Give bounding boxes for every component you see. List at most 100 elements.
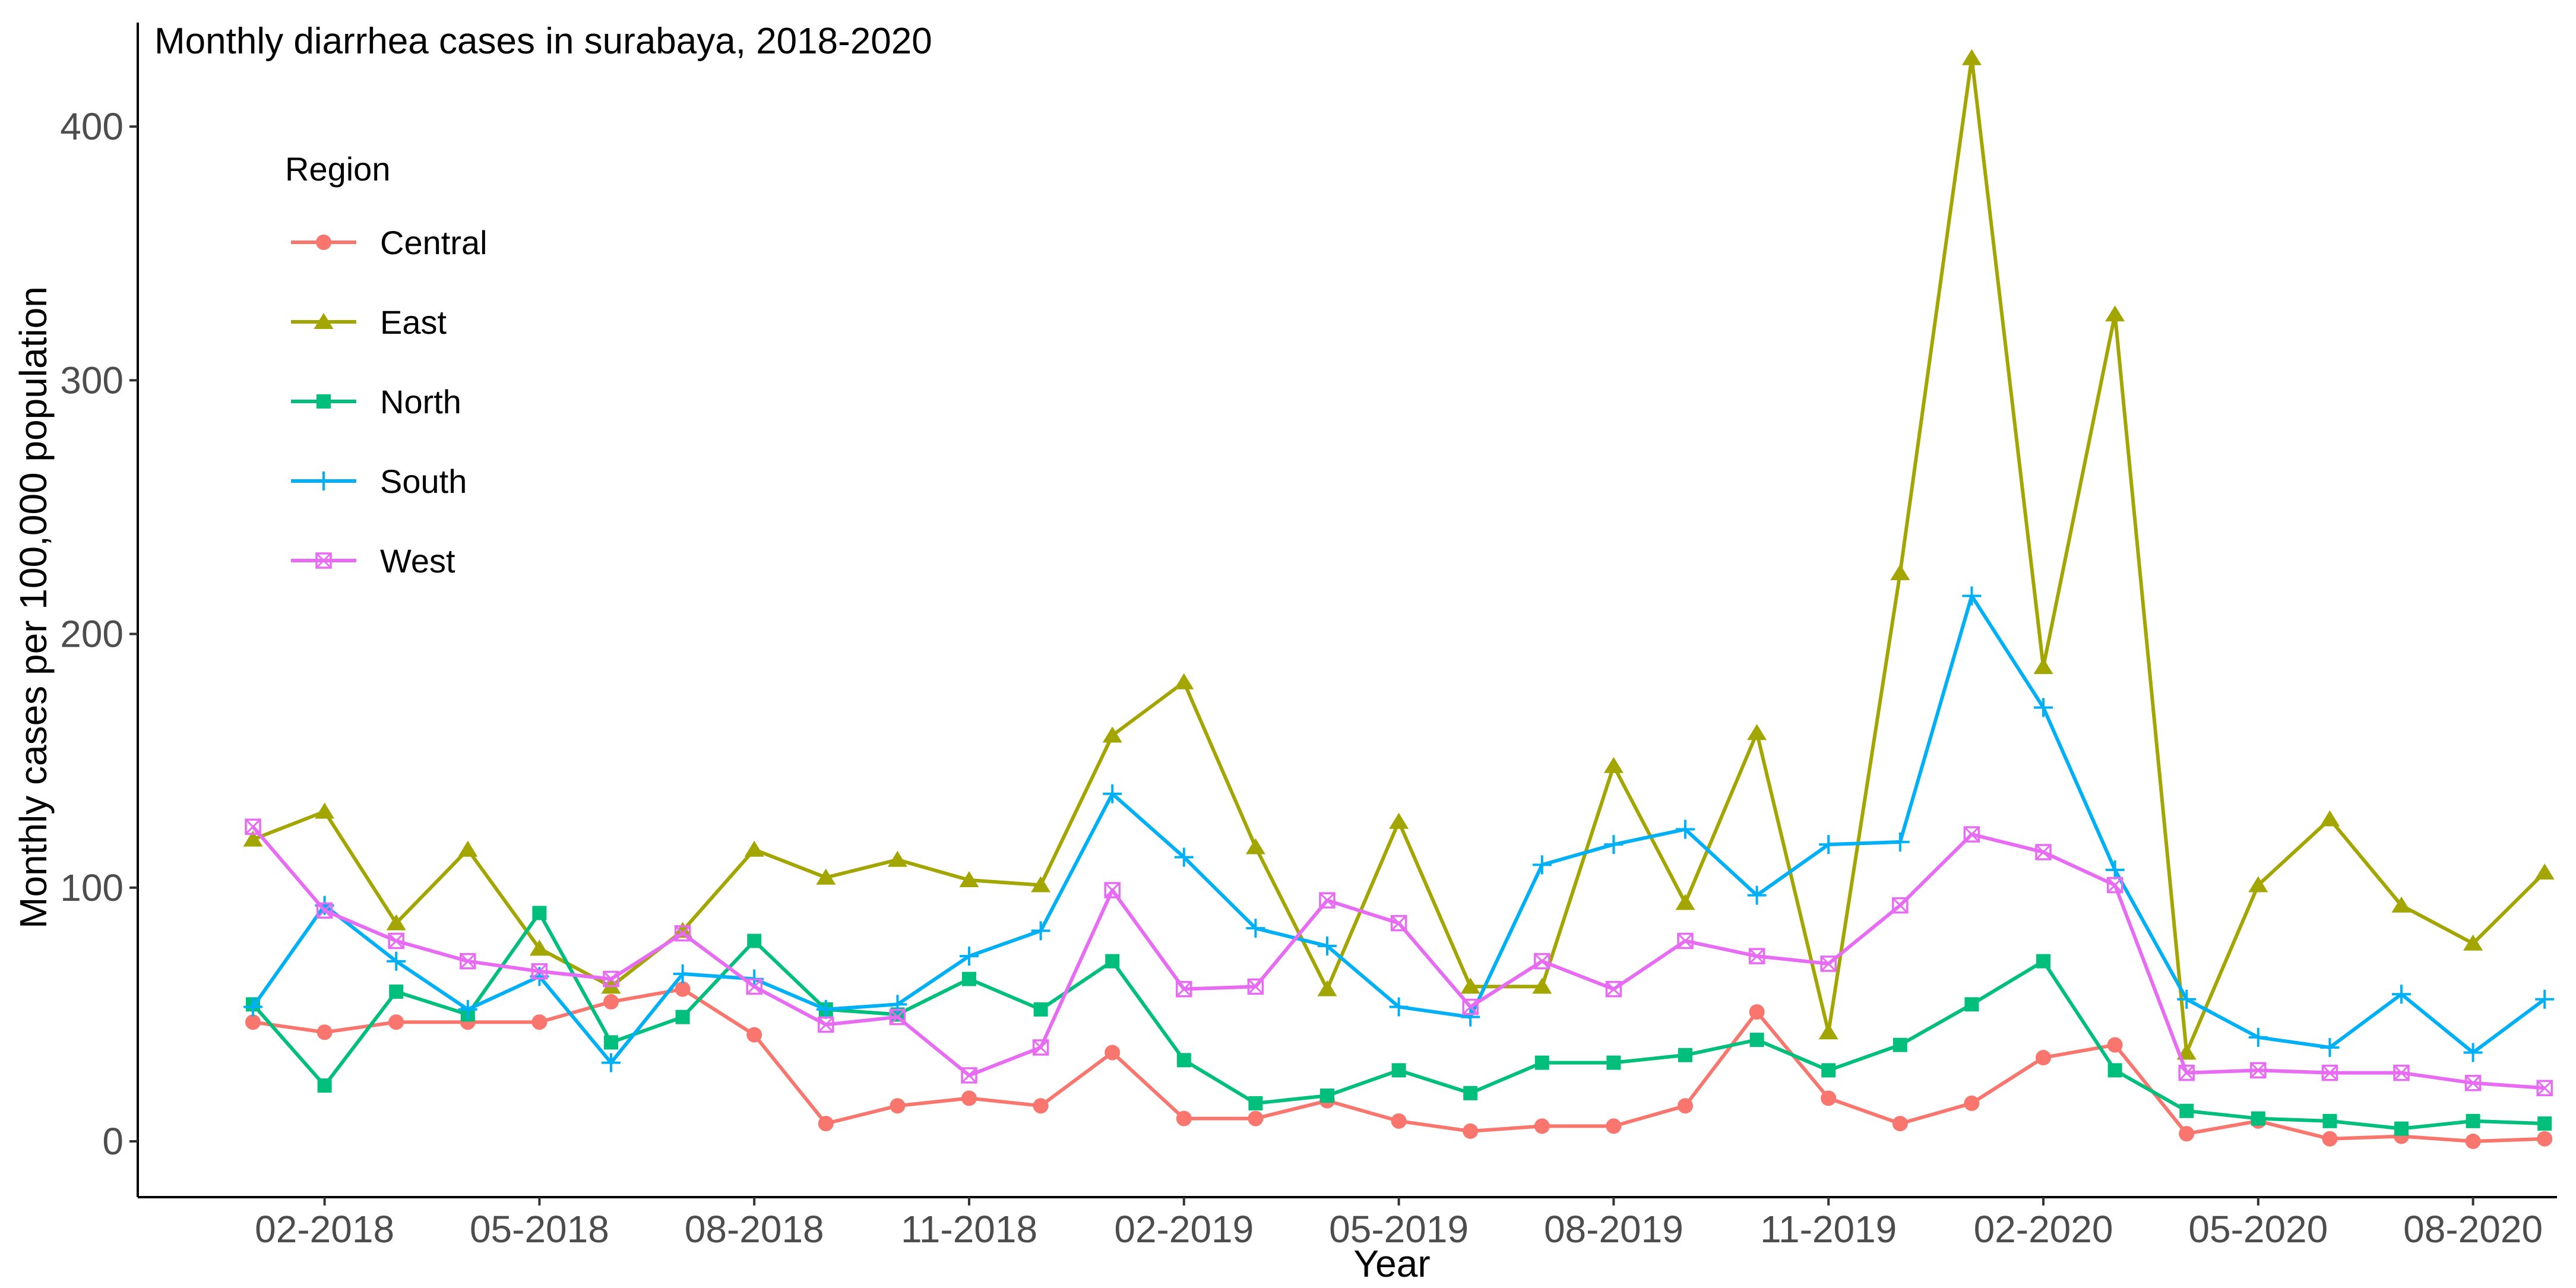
data-point [1677,932,1694,950]
data-point [1892,897,1909,914]
legend-item-south: South [291,463,467,500]
data-point [317,1078,332,1093]
data-point [818,1016,834,1033]
data-point [1318,936,1337,956]
data-point [2107,1037,2123,1053]
data-point [1748,948,1765,964]
data-point [1606,1055,1621,1070]
data-point [1033,1098,1049,1114]
y-axis-title: Monthly cases per 100,000 population [12,286,55,929]
legend-label: West [380,542,455,580]
legend-title: Region [285,150,390,188]
data-point [1821,1063,1836,1078]
data-point [316,902,333,919]
data-point [1105,954,1120,969]
data-point [675,1009,690,1024]
legend-label: North [380,383,461,420]
data-point [1031,876,1051,893]
x-tick-label: 11-2019 [1760,1208,1897,1251]
y-tick-label: 400 [60,105,124,148]
data-point [2392,985,2411,1004]
data-point [1890,832,1910,852]
legend-item-east: East [291,303,447,341]
data-point [1391,1063,1406,1078]
data-point [1102,726,1122,743]
data-point [2034,698,2053,717]
data-point [2463,934,2483,951]
data-point [2394,1121,2409,1136]
data-point [1174,847,1194,867]
data-point [2036,954,2050,969]
data-point [887,850,907,867]
data-point [1534,952,1550,970]
data-point [2319,810,2340,827]
data-point [245,1014,261,1030]
data-point [1819,835,1838,855]
data-point [317,394,331,409]
data-point [816,999,836,1019]
x-tick-label: 02-2020 [1974,1208,2113,1251]
data-point [1174,673,1194,689]
data-point [2251,1111,2265,1126]
axes [137,23,2557,1198]
data-point [458,840,478,857]
data-point [747,933,762,948]
data-point [962,971,976,986]
data-point [960,947,979,966]
data-point [2535,989,2555,1009]
data-point [959,871,979,887]
series-north [246,906,2552,1136]
data-point [1675,894,1695,910]
data-point [890,1098,906,1114]
data-point [388,1014,404,1030]
data-point [1176,1053,1191,1068]
data-point [531,1014,548,1030]
data-point [1245,838,1265,855]
data-point [816,868,836,885]
data-point [2035,844,2052,860]
series-south [243,586,2555,1072]
data-point [389,984,404,999]
data-point [675,981,691,997]
chart-title: Monthly diarrhea cases in surabaya, 2018… [154,21,932,62]
data-point [602,1053,621,1072]
data-point [744,840,764,857]
data-point [1892,1116,1908,1132]
x-tick-label: 05-2018 [470,1208,609,1251]
data-point [529,939,549,956]
data-point [2464,1075,2482,1091]
data-point [674,925,691,942]
data-point [1246,919,1265,938]
data-point [1104,882,1121,898]
data-point [1963,826,1980,843]
series-west [245,818,2553,1097]
series-line [252,56,2546,1055]
data-point [1678,1048,1692,1062]
data-point [1460,977,1480,994]
data-point [243,997,262,1017]
legend-item-north: North [291,383,461,420]
data-point [603,994,619,1010]
data-point [314,313,334,329]
series-line [251,825,2545,1090]
data-point [2178,1064,2195,1081]
data-point [2534,863,2555,880]
data-point [531,963,548,980]
data-point [388,932,404,950]
legend-label: South [380,463,467,500]
data-point [1604,835,1624,855]
data-point [673,964,692,984]
data-point [1032,1039,1049,1056]
data-point [2036,1050,2051,1066]
data-point [1317,980,1337,996]
data-point [1463,1086,1478,1100]
data-point [532,906,547,920]
data-point [1248,1096,1263,1110]
data-point [317,1024,333,1040]
data-point [2463,1043,2483,1062]
data-point [2107,1063,2122,1078]
data-point [673,922,693,938]
data-point [243,830,263,847]
legend: Region Central East North South West [285,150,488,580]
data-point [1247,978,1264,995]
